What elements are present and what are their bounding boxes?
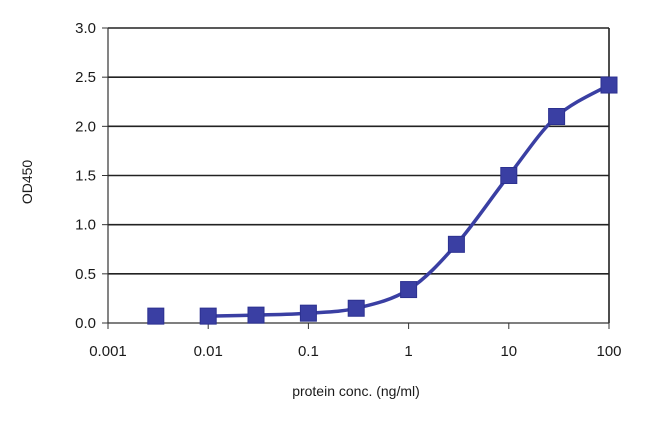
y-tick-label-6: 3.0	[75, 20, 96, 37]
y-axis-title: OD450	[19, 160, 35, 205]
x-axis-title: protein conc. (ng/ml)	[292, 383, 420, 399]
axes	[102, 27, 610, 329]
data-point-2	[247, 306, 265, 324]
data-point-7	[500, 167, 518, 184]
y-tick-label-4: 2.0	[75, 118, 96, 135]
data-point-9	[600, 76, 618, 94]
gridlines	[108, 27, 610, 323]
x-tick-label-1: 0.01	[194, 343, 223, 360]
data-point-3	[299, 304, 317, 322]
x-tick-label-4: 10	[500, 343, 517, 360]
y-tick-label-3: 1.5	[75, 168, 96, 185]
data-point-1	[199, 307, 217, 325]
data-point-0	[147, 307, 165, 325]
data-point-4	[347, 299, 365, 317]
x-tick-label-5: 100	[596, 343, 621, 360]
data-points	[147, 76, 618, 325]
y-tick-label-2: 1.0	[75, 217, 96, 234]
y-tick-label-0: 0.0	[75, 315, 96, 332]
data-point-6	[447, 235, 465, 253]
data-point-5	[400, 281, 418, 299]
data-point-8	[548, 108, 566, 125]
y-tick-label-1: 0.5	[75, 266, 96, 283]
x-tick-label-2: 0.1	[298, 343, 319, 360]
x-tick-label-0: 0.001	[89, 343, 127, 360]
x-tick-label-3: 1	[404, 343, 412, 360]
y-tick-label-5: 2.5	[75, 69, 96, 86]
tick-labels: 0.0 0.5 1.0 1.5 2.0 2.5 3.0 0.001 0.01 0.1 1 10 100	[75, 20, 621, 360]
